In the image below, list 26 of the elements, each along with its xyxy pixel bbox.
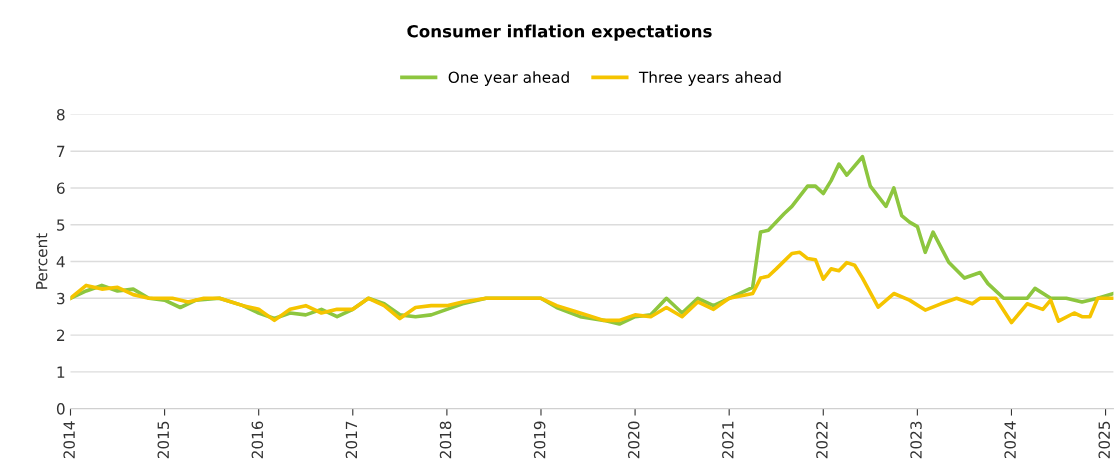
x-tick-label: 2016	[251, 421, 264, 459]
x-tick-label: 2017	[345, 421, 358, 459]
line-series	[70, 250, 1114, 325]
x-tick-label: 2019	[533, 421, 546, 459]
y-tick-label: 6	[56, 182, 65, 194]
x-tick-label: 2014	[63, 421, 75, 459]
x-tick-label: 2023	[910, 421, 922, 459]
y-tick-label: 1	[57, 366, 65, 378]
legend-label: Three years ahead	[638, 71, 781, 86]
x-tick-label: 2021	[722, 421, 734, 459]
y-tick-label: 8	[56, 108, 65, 121]
y-tick-label: 4	[56, 256, 65, 268]
legend-label: One year ahead	[448, 71, 569, 86]
x-tick-label: 2018	[439, 421, 452, 459]
x-tick-label: 2015	[157, 421, 170, 459]
y-tick-label: 5	[57, 219, 65, 231]
y-tick-label: 3	[57, 292, 65, 305]
chart-title: Consumer inflation expectations	[407, 24, 712, 41]
y-tick-label: 2	[57, 329, 65, 341]
y-tick-label: 0	[56, 403, 65, 415]
x-tick-label: 2025	[1098, 421, 1110, 459]
x-tick-label: 2020	[627, 421, 640, 459]
x-tick-label: 2024	[1004, 421, 1016, 459]
y-tick-label: 7	[57, 145, 65, 157]
x-tick-label: 2022	[816, 421, 828, 459]
y-axis-title: Percent	[36, 233, 48, 289]
